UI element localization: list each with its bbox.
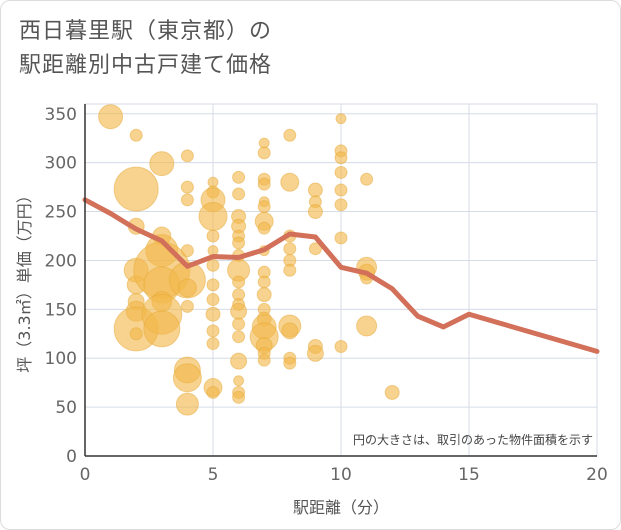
bubble-point [180,149,194,163]
bubble-point [307,182,323,198]
bubble-point [281,322,299,340]
x-tick-label: 20 [586,465,608,485]
bubble-point [232,170,246,184]
bubble-point [257,353,271,367]
chart-title: 西日暮里駅（東京都）の 駅距離別中古戸建て価格 [19,15,272,83]
y-tick-label: 50 [55,398,77,418]
bubble-point [143,310,181,348]
bubble-point [232,317,246,331]
x-tick-label: 0 [80,465,91,485]
average-price-line [82,197,600,354]
bubble-point [232,330,246,344]
y-tick-label: 200 [45,251,77,271]
bubble-point [198,201,228,231]
bubble-point [307,204,323,220]
bubble-point [306,344,324,362]
chart-title-line-1: 西日暮里駅（東京都）の [19,19,273,44]
bubble-point [230,302,248,320]
bubble-point [232,187,246,201]
bubble-point [360,172,374,186]
bubble-point [334,165,348,179]
bubble-point [129,327,143,341]
bubble-point [206,293,220,307]
bubble-point [113,166,159,212]
bubble-point [283,356,297,370]
bubble-point [149,151,175,177]
bubble-point [257,146,271,160]
bubble-point [335,113,347,125]
x-axis-title: 駅距離（分） [293,498,389,517]
bubble-point [206,229,220,243]
bubble-point [232,275,246,289]
x-tick-label: 15 [458,465,480,485]
bubble-point [206,324,220,338]
bubble-point [256,287,272,303]
bubble-point [257,200,271,214]
bubble-point [384,384,400,400]
bubble-point [205,306,221,322]
bubble-point [283,242,297,256]
chart-title-line-2: 駅距離別中古戸建て価格 [19,53,273,78]
bubble-point [334,183,348,197]
bubble-point [257,275,271,289]
bubble-point [334,198,348,212]
trend-line-layer [82,197,600,354]
y-tick-label: 250 [45,203,77,223]
y-tick-label: 0 [66,447,77,467]
bubble-point [283,128,297,142]
bubble-size-note: 円の大きさは、取引のあった物件面積を示す [353,432,593,447]
bubble-point [180,244,194,258]
bubble-point [180,193,194,207]
bubble-point [257,221,271,235]
y-tick-label: 300 [45,154,77,174]
y-tick-label: 100 [45,349,77,369]
bubble-point [232,236,246,250]
bubble-point [206,385,220,399]
bubble-point [180,299,194,313]
bubble-point [334,339,348,353]
bubble-point [177,278,197,298]
y-axis-title: 坪（3.3㎡）単価（万円） [15,187,34,372]
bubble-point [334,231,348,245]
axes: 0 50 100 150 200 250 300 350 0 5 10 15 20 [45,104,608,485]
bubble-point [230,352,248,370]
bubble-point [206,337,220,351]
bubble-point [280,172,300,192]
bubble-point [206,278,220,292]
bubble-point [175,392,199,416]
bubble-point [172,363,202,393]
bubble-point [308,242,322,256]
bubble-point [232,390,246,404]
x-tick-label: 5 [208,465,219,485]
x-tick-label: 10 [330,465,352,485]
bubble-point [257,177,271,191]
bubble-point [180,180,194,194]
y-tick-label: 150 [45,300,77,320]
bubble-point [283,263,297,277]
bubble-point [334,151,348,165]
bubble-point [129,128,143,142]
bubble-point [233,375,245,387]
bubble-point [356,315,378,337]
bubble-point [206,258,220,272]
y-tick-label: 350 [45,105,77,125]
bubble-layer [98,104,400,416]
bubble-point [98,104,124,130]
